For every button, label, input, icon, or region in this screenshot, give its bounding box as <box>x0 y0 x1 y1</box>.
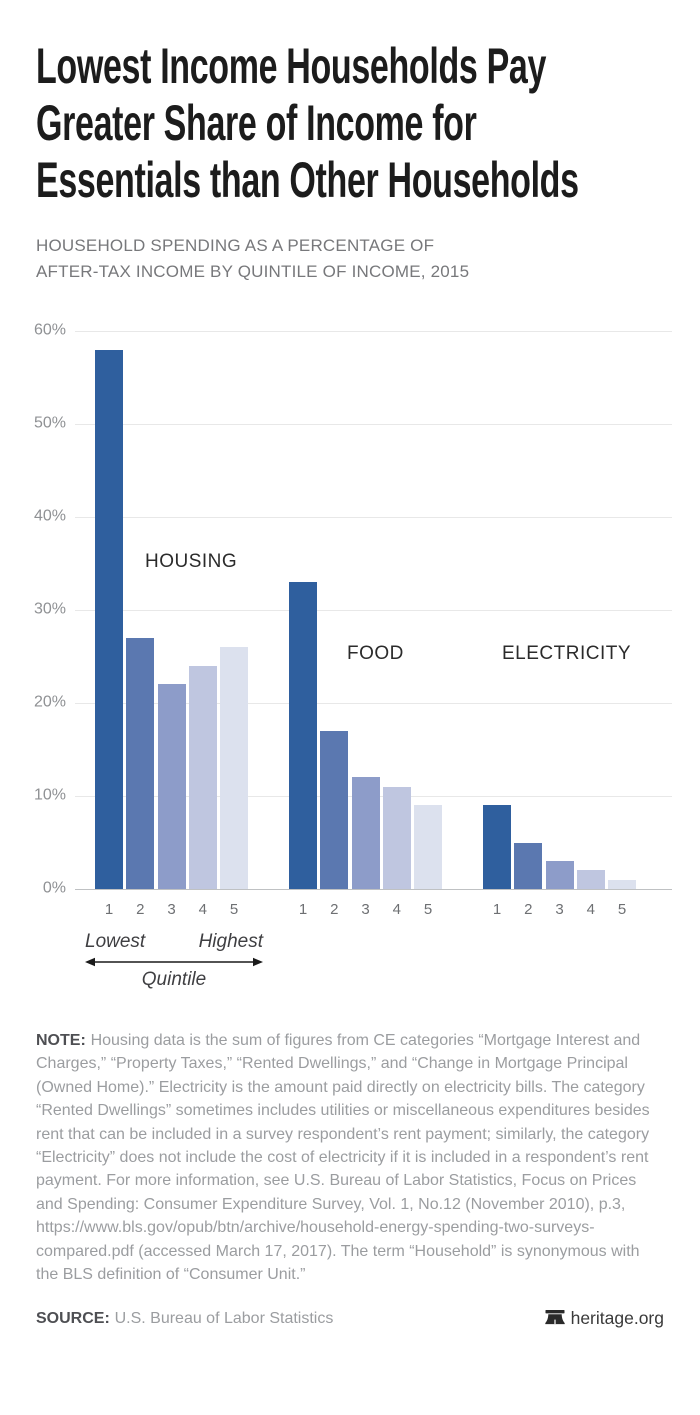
series-label-food: FOOD <box>347 643 404 664</box>
x-tick-label: 5 <box>617 901 627 918</box>
bar-electricity-q3 <box>545 861 574 889</box>
source-label: SOURCE: <box>36 1309 110 1327</box>
x-tick-label: 2 <box>524 901 533 918</box>
y-axis-tick-label: 40% <box>33 507 66 525</box>
y-axis-tick-label: 60% <box>33 321 66 339</box>
bar-chart: Lowest Highest Quintile 0% 10% 20% 30% 40% 50… <box>0 319 700 1001</box>
bar-housing-q2 <box>126 637 155 889</box>
x-tick-labels-electricity: 1 2 3 4 5 <box>483 901 636 918</box>
bar-electricity-q4 <box>576 870 605 889</box>
note-body: Housing data is the sum of figures from … <box>36 1032 650 1284</box>
x-tick-label: 1 <box>492 901 502 918</box>
x-tick-label: 1 <box>104 901 114 918</box>
site-name: heritage.org <box>570 1308 664 1329</box>
x-tick-label: 4 <box>586 901 595 918</box>
quintile-axis-label: Quintile <box>141 969 207 990</box>
source-text: SOURCE: U.S. Bureau of Labor Statistics <box>36 1310 333 1328</box>
subtitle-line-1: HOUSEHOLD SPENDING AS A PERCENTAGE OF <box>36 236 435 255</box>
gridline <box>75 517 672 518</box>
bar-food-q5 <box>414 805 442 889</box>
x-tick-labels-housing: 1 2 3 4 5 <box>95 901 248 918</box>
bar-food-q3 <box>351 777 380 889</box>
gridline <box>75 703 672 704</box>
subtitle-line-2: AFTER-TAX INCOME BY QUINTILE OF INCOME, … <box>36 262 470 281</box>
x-tick-label: 5 <box>229 901 239 918</box>
bar-food-q1 <box>289 582 317 889</box>
x-tick-label: 5 <box>423 901 433 918</box>
x-tick-label: 3 <box>361 901 370 918</box>
series-label-electricity: ELECTRICITY <box>502 643 632 664</box>
highest-label: Highest <box>198 931 263 952</box>
x-tick-label: 4 <box>392 901 401 918</box>
gridline <box>75 610 672 611</box>
bar-food-q4 <box>382 786 411 889</box>
gridline <box>75 424 672 425</box>
bar-group-food <box>289 582 442 889</box>
x-tick-label: 3 <box>167 901 176 918</box>
title-line-2: Greater Share of Income for <box>36 95 477 151</box>
x-tick-label: 4 <box>198 901 207 918</box>
bar-electricity-q1 <box>483 805 511 889</box>
x-tick-label: 3 <box>555 901 564 918</box>
bar-electricity-q5 <box>608 879 636 889</box>
x-axis-line <box>75 889 672 890</box>
title-line-1: Lowest Income Households Pay <box>36 38 547 94</box>
note-text: NOTE: Housing data is the sum of figures … <box>36 1029 664 1286</box>
title-line-3: Essentials than Other Households <box>36 152 579 208</box>
bar-group-housing <box>95 349 248 889</box>
bar-housing-q1 <box>95 349 123 889</box>
bar-electricity-q2 <box>514 842 543 889</box>
heritage-brand[interactable]: heritage.org <box>544 1308 664 1329</box>
x-tick-label: 2 <box>136 901 145 918</box>
y-axis-tick-label: 0% <box>42 879 66 897</box>
page-title: Lowest Income Households Pay Greater Sha… <box>36 38 662 209</box>
y-axis-tick-label: 10% <box>33 786 66 804</box>
y-axis-tick-label: 50% <box>33 414 66 432</box>
double-arrow-icon <box>85 957 263 967</box>
quintile-annotation: Lowest Highest Quintile <box>85 931 263 991</box>
bar-group-electricity <box>483 805 636 889</box>
gridline <box>75 331 672 332</box>
x-tick-labels-food: 1 2 3 4 5 <box>289 901 442 918</box>
y-axis-tick-label: 30% <box>33 600 66 618</box>
bar-housing-q5 <box>220 647 248 889</box>
x-tick-label: 2 <box>330 901 339 918</box>
chart-subtitle: HOUSEHOLD SPENDING AS A PERCENTAGE OF AF… <box>36 233 664 285</box>
source-body: U.S. Bureau of Labor Statistics <box>114 1309 334 1327</box>
bar-housing-q3 <box>157 684 186 889</box>
note-label: NOTE: <box>36 1032 86 1049</box>
footer: SOURCE: U.S. Bureau of Labor Statistics h… <box>36 1308 664 1329</box>
bar-food-q2 <box>320 730 349 889</box>
bar-housing-q4 <box>188 665 217 889</box>
series-label-housing: HOUSING <box>145 551 238 572</box>
lowest-label: Lowest <box>85 931 146 952</box>
y-axis-tick-label: 20% <box>33 693 66 711</box>
liberty-bell-icon <box>544 1310 565 1325</box>
x-tick-label: 1 <box>298 901 308 918</box>
